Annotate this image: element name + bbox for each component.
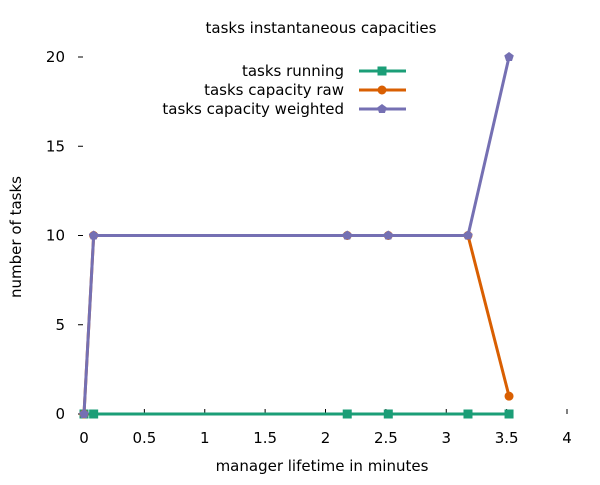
chart-title: tasks instantaneous capacities <box>206 19 437 37</box>
legend-marker <box>377 104 387 114</box>
data-point <box>383 230 394 240</box>
series-layer <box>79 52 514 419</box>
x-tick-label: 2.5 <box>374 429 398 447</box>
series-3 <box>79 52 514 419</box>
axes: 0 0.5 1 1.5 2 2.5 3 3.5 4 0 5 10 15 20 <box>46 48 572 447</box>
x-tick-label: 2 <box>321 429 331 447</box>
y-tick-label: 20 <box>46 48 65 66</box>
x-axis-label: manager lifetime in minutes <box>216 457 429 475</box>
legend-item: tasks running <box>242 62 406 80</box>
legend-item: tasks capacity raw <box>204 81 406 99</box>
series-line <box>82 234 511 415</box>
data-point <box>342 230 352 240</box>
x-tick-label: 3 <box>441 429 451 447</box>
y-tick-label: 0 <box>55 405 65 423</box>
x-tick-label: 0 <box>79 429 89 447</box>
data-point <box>463 230 473 240</box>
y-tick-label: 5 <box>55 316 65 334</box>
x-tick-label: 4 <box>562 429 572 447</box>
series-2 <box>79 231 514 419</box>
data-point <box>88 230 99 240</box>
legend-label: tasks running <box>242 62 344 80</box>
y-tick-label: 10 <box>46 227 65 245</box>
legend-label: tasks capacity weighted <box>162 100 344 118</box>
data-point <box>342 409 352 419</box>
legend-marker <box>377 85 387 95</box>
data-point <box>504 52 514 62</box>
data-point <box>79 409 89 419</box>
legend-marker <box>377 66 387 76</box>
x-tick-label: 0.5 <box>132 429 156 447</box>
x-tick-label: 1.5 <box>253 429 277 447</box>
y-axis-label: number of tasks <box>7 176 25 298</box>
data-point <box>383 409 393 419</box>
legend-label: tasks capacity raw <box>204 81 344 99</box>
data-point <box>89 409 99 419</box>
y-tick-label: 15 <box>46 137 65 155</box>
data-point <box>463 409 473 419</box>
x-tick-label: 3.5 <box>495 429 519 447</box>
legend-item: tasks capacity weighted <box>162 100 406 118</box>
series-line <box>82 56 511 415</box>
data-point <box>504 409 514 419</box>
x-tick-label: 1 <box>200 429 210 447</box>
data-point <box>504 391 514 401</box>
